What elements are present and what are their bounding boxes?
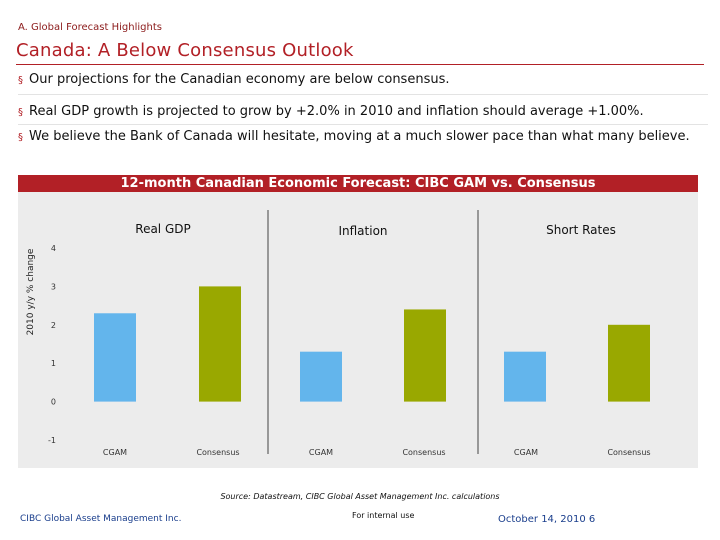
section-label: A. Global Forecast Highlights bbox=[18, 22, 162, 33]
bullet-marker-icon: § bbox=[18, 75, 23, 86]
panel-title: Inflation bbox=[338, 224, 387, 238]
bullet-text: Real GDP growth is projected to grow by … bbox=[29, 104, 644, 119]
bullet-divider bbox=[18, 124, 708, 125]
footer-company: CIBC Global Asset Management Inc. bbox=[20, 514, 182, 524]
x-category-label: CGAM bbox=[514, 448, 538, 457]
bullet-text: We believe the Bank of Canada will hesit… bbox=[29, 129, 690, 144]
title-divider bbox=[16, 64, 704, 65]
y-tick-label: 0 bbox=[51, 398, 56, 407]
footer-date-page: October 14, 2010 6 bbox=[498, 514, 596, 525]
x-category-label: CGAM bbox=[103, 448, 127, 457]
y-tick-label: 3 bbox=[51, 282, 56, 291]
bullet-divider bbox=[18, 94, 708, 95]
bullet-item: § Real GDP growth is projected to grow by… bbox=[18, 104, 644, 119]
footer-internal-use: For internal use bbox=[352, 511, 415, 520]
chart-area: 2010 y/y % change -1 0 1 2 3 4 Real GDP CGAM Cons… bbox=[18, 192, 698, 468]
bullet-marker-icon: § bbox=[18, 107, 23, 118]
source-note: Source: Datastream, CIBC Global Asset Ma… bbox=[220, 492, 500, 501]
bar-cgam bbox=[94, 313, 136, 402]
bullet-marker-icon: § bbox=[18, 132, 23, 143]
y-tick-label: 4 bbox=[51, 244, 56, 253]
bar-consensus bbox=[199, 286, 241, 402]
bullet-item: § We believe the Bank of Canada will hesi… bbox=[18, 129, 690, 144]
chart-title: 12-month Canadian Economic Forecast: CIB… bbox=[18, 175, 698, 192]
x-category-label: Consensus bbox=[402, 448, 445, 457]
panel-title: Real GDP bbox=[135, 222, 190, 236]
y-tick-label: 1 bbox=[51, 359, 56, 368]
y-tick-label: 2 bbox=[51, 321, 56, 330]
bar-cgam bbox=[504, 351, 546, 402]
y-axis-label: 2010 y/y % change bbox=[26, 248, 36, 335]
panel-title: Short Rates bbox=[546, 223, 616, 237]
x-category-label: CGAM bbox=[309, 448, 333, 457]
x-category-label: Consensus bbox=[607, 448, 650, 457]
x-category-label: Consensus bbox=[196, 448, 239, 457]
bullet-item: § Our projections for the Canadian econom… bbox=[18, 72, 450, 87]
page-title: Canada: A Below Consensus Outlook bbox=[16, 40, 354, 61]
bar-consensus bbox=[608, 324, 650, 402]
bullet-text: Our projections for the Canadian economy… bbox=[29, 72, 450, 87]
bar-consensus bbox=[404, 309, 446, 402]
bar-chart: 2010 y/y % change -1 0 1 2 3 4 Real GDP CGAM Cons… bbox=[26, 210, 651, 457]
y-tick-label: -1 bbox=[48, 436, 56, 445]
bar-cgam bbox=[300, 351, 342, 402]
